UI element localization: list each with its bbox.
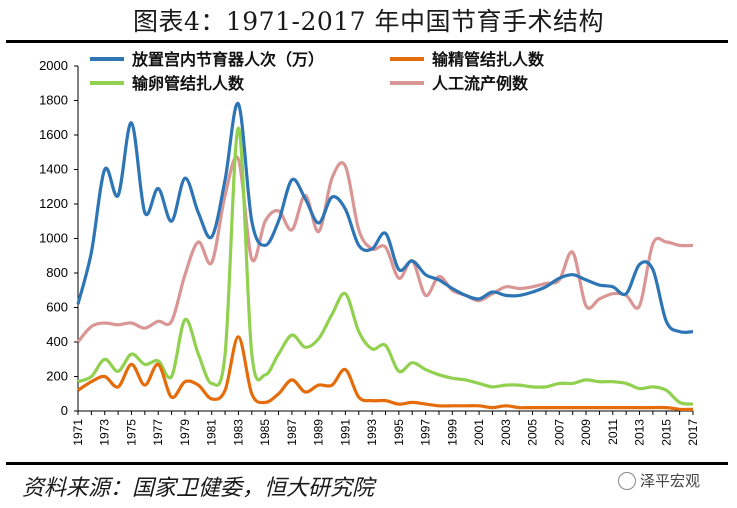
y-tick-label: 800 [46,265,68,280]
x-tick-label: 1985 [258,419,272,446]
x-tick-label: 1995 [392,419,406,446]
x-tick-label: 1975 [124,419,138,446]
y-tick-label: 400 [46,334,68,349]
x-tick-label: 2003 [499,419,513,446]
series-line-iud [76,102,694,334]
x-tick-label: 2015 [659,419,673,446]
x-tick-label: 2009 [579,419,593,446]
series-line-vasectomy [77,335,694,412]
y-tick-label: 1200 [39,196,68,211]
y-tick-label: 1600 [39,127,68,142]
x-tick-label: 2017 [686,419,700,446]
x-tick-label: 1973 [98,419,112,446]
x-tick-label: 1981 [205,419,219,446]
watermark-text: 泽平宏观 [640,472,701,490]
y-tick-label: 1000 [39,231,68,246]
x-tick-label: 2005 [526,419,540,446]
x-tick-label: 1971 [71,419,85,446]
chart-title: 图表4：1971-2017 年中国节育手术结构 [132,7,605,36]
series-line-abortion [76,155,694,344]
x-tick-label: 2011 [606,419,620,445]
legend-abortion-label: 人工流产例数 [432,74,529,93]
x-tick-label: 2001 [472,419,486,446]
series-line-tubal-ligation [77,126,694,406]
y-tick-label: 1800 [39,93,68,108]
watermark: 泽平宏观 [618,470,700,491]
x-tick-label: 1989 [312,419,326,446]
y-tick-label: 600 [46,300,68,315]
x-tick-label: 1997 [419,419,433,446]
top-rule [6,40,728,43]
x-tick-label: 1999 [445,419,459,446]
x-tick-label: 1987 [285,419,299,446]
legend-iud-label: 放置宫内节育器人次（万） [131,50,324,69]
x-tick-label: 1991 [338,419,352,446]
y-tick-label: 200 [46,369,68,384]
wechat-icon [618,471,636,490]
x-tick-label: 1979 [178,419,192,446]
legend-tubal-ligation-label: 输卵管结扎人数 [132,74,245,93]
x-tick-label: 1983 [231,419,245,446]
y-tick-label: 2000 [39,58,68,73]
x-tick-label: 1977 [151,419,165,446]
legend-vasectomy-label: 输精管结扎人数 [432,50,545,69]
x-tick-label: 1993 [365,419,379,446]
source-note: 资料来源：国家卫健委，恒大研究院 [22,476,375,501]
x-tick-label: 2007 [552,419,566,446]
y-tick-label: 1400 [39,162,68,177]
x-tick-label: 2013 [633,419,647,446]
bottom-rule [6,462,728,465]
y-tick-label: 0 [61,403,68,418]
